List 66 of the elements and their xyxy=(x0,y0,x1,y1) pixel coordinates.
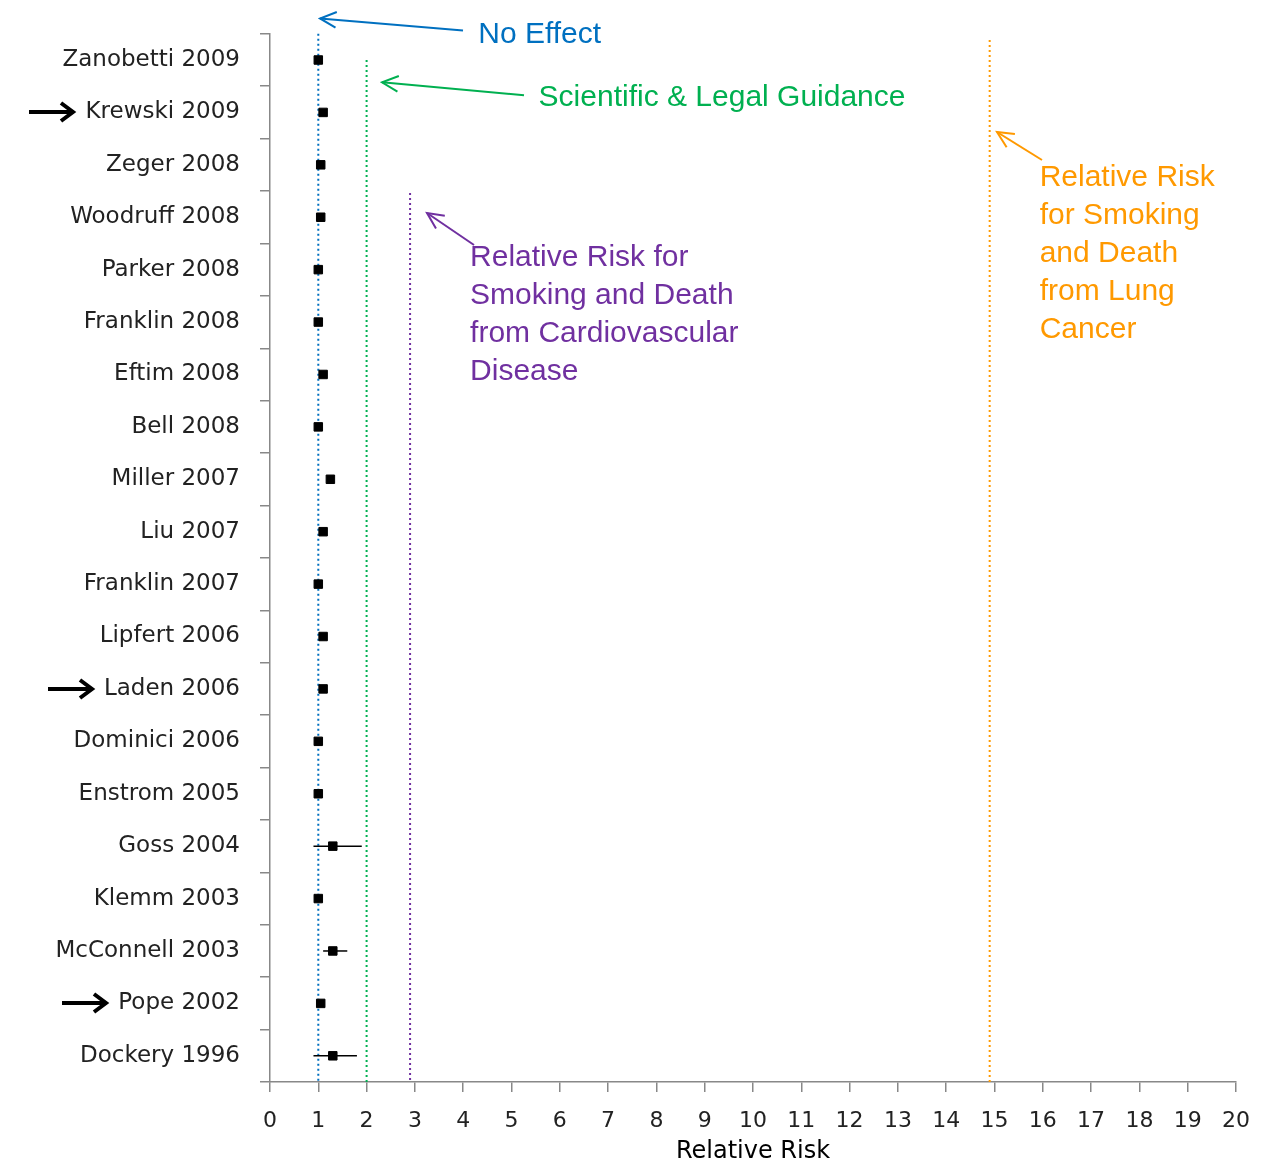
x-tick-label: 12 xyxy=(835,1106,864,1132)
y-tick-label: Krewski 2009 xyxy=(85,97,240,124)
y-tick-label: McConnell 2003 xyxy=(55,935,240,962)
x-tick-label: 1 xyxy=(311,1106,326,1132)
ref-line-label: Relative Risk for Smoking and Death from Cardiovascular Disease xyxy=(470,239,739,387)
y-tick-label: Parker 2008 xyxy=(101,254,240,281)
point xyxy=(313,579,324,589)
x-tick-label: 3 xyxy=(407,1106,422,1132)
point xyxy=(318,526,328,537)
x-tick-label: 17 xyxy=(1077,1106,1106,1132)
y-tick-label: Dominici 2006 xyxy=(73,726,240,753)
x-tick-label: 20 xyxy=(1222,1106,1250,1132)
point xyxy=(328,946,338,956)
x-tick-label: 0 xyxy=(263,1106,277,1132)
x-tick-label: 6 xyxy=(552,1106,567,1132)
y-tick-label: Liu 2007 xyxy=(140,516,240,543)
point xyxy=(328,1051,338,1061)
x-tick-label: 2 xyxy=(359,1106,374,1132)
ref-line-label: No Effect xyxy=(478,16,602,50)
x-tick-label: 9 xyxy=(697,1106,712,1132)
y-tick-label: Laden 2006 xyxy=(103,673,240,700)
y-tick-label: Bell 2008 xyxy=(131,411,240,438)
x-tick-label: 16 xyxy=(1028,1106,1057,1132)
y-tick-label: Dockery 1996 xyxy=(80,1040,240,1067)
point xyxy=(313,55,324,65)
point xyxy=(315,998,326,1009)
y-tick-label: Pope 2002 xyxy=(118,988,240,1015)
x-tick-label: 14 xyxy=(932,1106,961,1132)
point xyxy=(328,841,338,851)
ref-line-label: Scientific & Legal Guidance xyxy=(538,79,906,113)
y-tick-label: Eftim 2008 xyxy=(114,359,240,386)
point xyxy=(318,369,328,380)
x-tick-label: 7 xyxy=(601,1106,616,1132)
point xyxy=(313,317,324,327)
x-tick-label: 8 xyxy=(649,1106,664,1132)
x-tick-label: 5 xyxy=(504,1106,519,1132)
point xyxy=(318,107,328,118)
y-tick-label: Klemm 2003 xyxy=(93,883,240,910)
x-axis-title: Relative Risk xyxy=(675,1135,831,1164)
y-tick-label: Zeger 2008 xyxy=(106,149,240,176)
x-tick-label: 11 xyxy=(787,1106,816,1132)
y-tick-label: Zanobetti 2009 xyxy=(62,44,240,71)
y-tick-label: Miller 2007 xyxy=(111,464,240,491)
point xyxy=(313,893,324,904)
point xyxy=(325,474,336,485)
y-tick-label: Lipfert 2006 xyxy=(99,621,240,648)
x-tick-label: 13 xyxy=(883,1106,912,1132)
point xyxy=(315,160,326,170)
point xyxy=(313,736,324,747)
point xyxy=(315,212,326,222)
x-tick-label: 4 xyxy=(456,1106,471,1132)
point xyxy=(313,422,324,432)
x-tick-label: 10 xyxy=(739,1106,767,1132)
point xyxy=(318,684,328,694)
y-tick-label: Woodruff 2008 xyxy=(70,202,240,229)
y-tick-label: Enstrom 2005 xyxy=(78,778,240,805)
y-tick-label: Goss 2004 xyxy=(118,831,240,858)
point xyxy=(313,264,324,275)
y-tick-label: Franklin 2008 xyxy=(83,307,240,334)
x-tick-label: 18 xyxy=(1125,1106,1154,1132)
x-tick-label: 15 xyxy=(980,1106,1009,1132)
y-tick-label: Franklin 2007 xyxy=(83,569,240,596)
point xyxy=(313,789,324,799)
ref-line-label: Relative Risk for Smoking and Death from Lung Cancer xyxy=(1039,159,1216,345)
x-tick-label: 19 xyxy=(1173,1106,1202,1132)
point xyxy=(318,631,328,642)
